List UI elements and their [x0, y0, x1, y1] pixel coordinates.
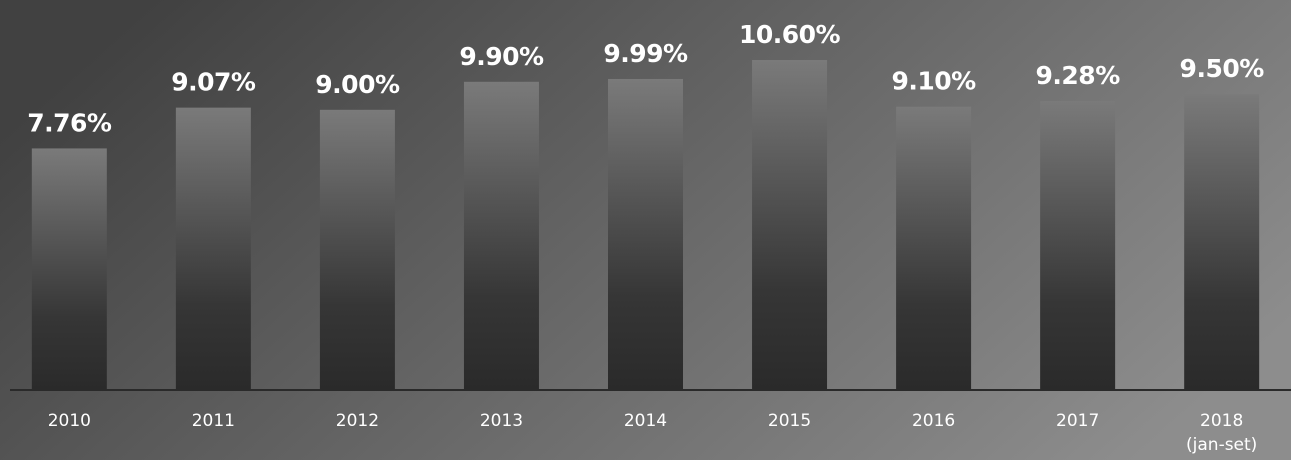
value-label: 9.28%: [1036, 61, 1121, 90]
value-label: 9.90%: [459, 42, 544, 71]
bar: [319, 109, 395, 391]
x-tick-label: 2016: [912, 411, 955, 431]
bar: [1184, 94, 1260, 390]
value-label: 9.07%: [171, 68, 256, 97]
x-tick-label: 2010: [48, 411, 91, 431]
value-label: 10.60%: [739, 20, 841, 49]
value-label: 9.50%: [1180, 54, 1265, 83]
x-tick-label: 2017: [1056, 411, 1099, 431]
value-label: 9.10%: [891, 67, 976, 96]
x-tick-label: 2013: [480, 411, 523, 431]
x-tick-label: 2012: [336, 411, 379, 431]
value-label: 9.00%: [315, 70, 400, 99]
bar: [608, 78, 683, 390]
bar: [752, 60, 828, 390]
bar: [1040, 101, 1116, 391]
x-tick-label: 2015: [768, 411, 811, 431]
bar: [175, 107, 251, 390]
value-label: 7.76%: [27, 108, 112, 137]
bar: [31, 148, 107, 390]
x-tick-label: 2014: [624, 411, 667, 431]
x-tick-label: 2018 (jan-set): [1186, 411, 1257, 455]
x-tick-label: 2011: [192, 411, 235, 431]
bar: [463, 81, 539, 390]
bar: [896, 106, 972, 390]
value-label: 9.99%: [603, 39, 688, 68]
